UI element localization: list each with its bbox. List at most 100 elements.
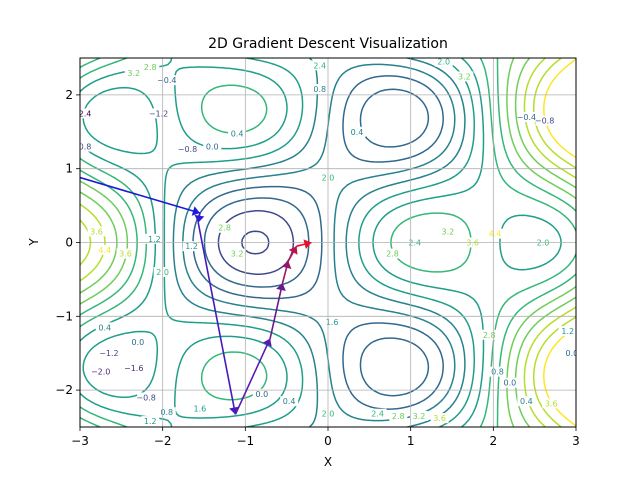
contour-label-bg (252, 388, 271, 399)
contour-label: 4.4 (489, 230, 502, 239)
contour-label: 3.2 (458, 72, 471, 81)
x-tick-label: 3 (572, 434, 580, 448)
contour-label-bg (145, 233, 164, 244)
contour-label: 1.2 (561, 327, 574, 336)
chart-title: 2D Gradient Descent Visualization (208, 36, 448, 52)
contour-label: 2.8 (144, 63, 157, 72)
contour-label-bg (480, 329, 499, 340)
contour-label-bg (91, 366, 110, 377)
contour-label-bg (517, 112, 536, 123)
contour-label: 2.0 (437, 58, 450, 67)
contour-label: 1.2 (185, 242, 198, 251)
contour-label-bg (368, 408, 387, 419)
contour-label-bg (488, 366, 507, 377)
path-arrowhead (303, 239, 312, 250)
contour-label-bg (517, 396, 536, 407)
contour-label: 3.2 (441, 227, 454, 236)
contour-label-bg (455, 71, 474, 82)
contour-level-14 (80, 58, 576, 427)
contour-label: 1.2 (144, 417, 157, 426)
contour-label: 1.6 (326, 318, 339, 327)
y-tick-label: −2 (55, 383, 73, 397)
contour-label: 3.6 (90, 227, 103, 236)
contour-label-bg (203, 141, 222, 152)
x-axis-label: X (324, 455, 332, 469)
contour-label: 0.4 (351, 128, 364, 137)
contour-label-bg (149, 108, 168, 119)
contour-label-bg (137, 392, 156, 403)
contour-label: −1.2 (149, 109, 168, 118)
y-tick-label: 0 (65, 236, 73, 250)
y-tick-label: −1 (55, 309, 73, 323)
contour-label: 2.8 (483, 331, 496, 340)
contour-label-bg (215, 222, 234, 233)
contour-label-bg (430, 413, 449, 424)
path-arrowhead (262, 338, 272, 347)
contour-label-bg (124, 67, 143, 78)
contour-label-bg (87, 226, 106, 237)
contour-label: −0.8 (136, 393, 155, 402)
contour-label: −1.6 (124, 364, 143, 373)
contour-label: 3.2 (231, 250, 244, 259)
path-arrowhead (194, 214, 205, 223)
path-arrowhead (288, 246, 298, 255)
contour-label-bg (157, 75, 176, 86)
contour-label-bg (80, 141, 91, 152)
contour-level-10 (80, 58, 562, 427)
contour-label: 2.0 (537, 239, 550, 248)
contour-label-bg (562, 348, 576, 359)
contour-label: −2.0 (91, 368, 110, 377)
x-tick-label: 0 (324, 434, 332, 448)
contour-label-bg (438, 226, 457, 237)
contour-label-bg (141, 61, 160, 72)
x-tick-label: −3 (71, 434, 89, 448)
y-tick-label: 1 (65, 162, 73, 176)
contour-label-bg (95, 244, 114, 255)
x-tick-label: −2 (154, 434, 172, 448)
descent-path-inner (269, 239, 312, 339)
contour-level-7 (182, 63, 456, 422)
contour-label: 3.6 (466, 239, 479, 248)
contour-label-bg (190, 403, 209, 414)
contour-label-bg (178, 143, 197, 154)
contour-label: −0.8 (72, 143, 91, 152)
contour-label: 0.8 (313, 85, 326, 94)
x-axis-ticks: −3 −2 −1 0 1 2 3 (71, 427, 580, 448)
contour-label: 0.0 (503, 379, 516, 388)
contour-label: −0.8 (178, 145, 197, 154)
contour-label: 2.8 (218, 224, 231, 233)
contour-label: 2.8 (392, 412, 405, 421)
contour-label: 3.6 (119, 250, 132, 259)
contour-label: 3.6 (433, 414, 446, 423)
contour-level-15 (80, 58, 576, 427)
contour-label: 3.6 (545, 399, 558, 408)
contour-label-bg (323, 317, 342, 328)
path-segment (80, 176, 201, 214)
contour-label: 0.0 (255, 390, 268, 399)
plot-area: −0.4 −1.2 −0.8 0.0 0.4 2.8 3.2 1.2 2.4 0.8 0.4 2.0 2… (72, 57, 578, 428)
contour-label-bg (558, 326, 576, 337)
contour-label: 0.8 (491, 368, 504, 377)
contour-label-bg (310, 83, 329, 94)
contour-label: −0.8 (535, 117, 554, 126)
contour-label-bg (347, 126, 366, 137)
contour-label-bg (141, 416, 160, 427)
contour-label: 0.4 (520, 397, 533, 406)
contour-label: 0.0 (565, 349, 578, 358)
path-arrowhead (276, 283, 286, 292)
contour-label-bg (535, 115, 554, 126)
path-segment (269, 282, 284, 339)
contour-label-bg (280, 396, 299, 407)
contour-label: 2.4 (371, 410, 384, 419)
contour-label-bg (80, 108, 91, 119)
y-axis-label: Y (27, 238, 41, 247)
x-tick-label: −1 (236, 434, 254, 448)
contour-lines (80, 58, 576, 427)
descent-paths (80, 176, 312, 415)
contour-label: −0.4 (517, 113, 536, 122)
contour-level-8 (172, 58, 466, 427)
contour-label-bg (409, 410, 428, 421)
contour-label-bg (128, 337, 147, 348)
contour-label: 2.4 (313, 61, 326, 70)
